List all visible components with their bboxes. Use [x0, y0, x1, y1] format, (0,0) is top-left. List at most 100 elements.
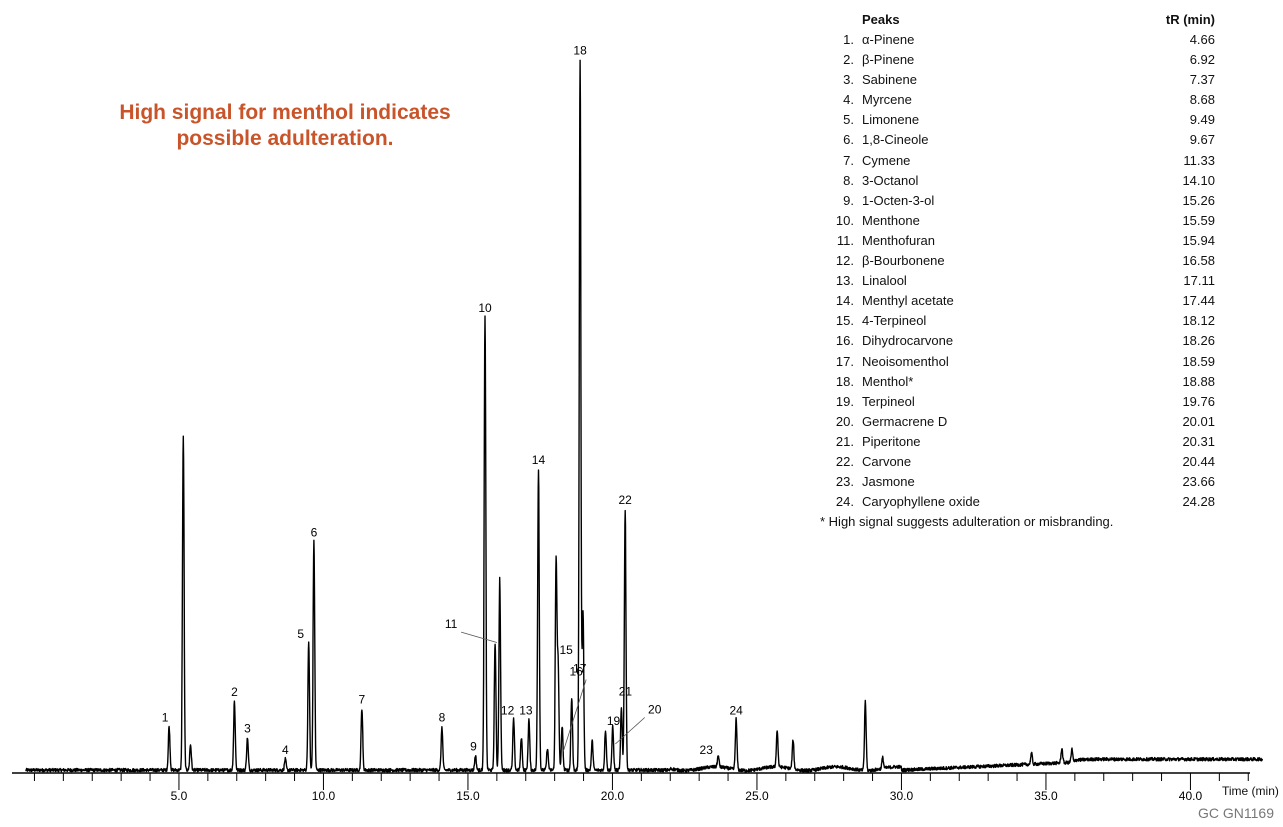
- legend-row: 24. Caryophyllene oxide 24.28: [820, 492, 1220, 512]
- legend-peak-number: 11.: [836, 232, 854, 248]
- legend-compound-name: α-Pinene: [862, 32, 915, 47]
- legend-retention-time: 6.92: [1189, 52, 1215, 68]
- legend-row: 1. α-Pinene 4.66: [820, 30, 1220, 50]
- peak-label: 1: [162, 711, 169, 725]
- legend-compound-name: Cymene: [862, 152, 911, 168]
- legend-compound-name: Dihydrocarvone: [862, 333, 954, 349]
- peak-label: 9: [470, 740, 477, 754]
- chromatogram-trace: [25, 59, 1264, 773]
- legend-row: 2. β-Pinene 6.92: [820, 50, 1220, 70]
- peak-label: 8: [439, 711, 446, 725]
- legend-row: 17. Neoisomenthol 18.59: [820, 352, 1220, 372]
- legend-retention-time: 18.26: [1182, 333, 1215, 349]
- peak-label: 19: [607, 714, 621, 728]
- legend-peak-number: 16.: [835, 333, 854, 349]
- peak-label: 21: [619, 684, 633, 698]
- legend-compound-name: Terpineol: [862, 393, 915, 409]
- legend-row: 7. Cymene 11.33: [820, 151, 1220, 171]
- legend-compound-name: β-Pinene: [862, 52, 915, 68]
- legend-retention-time: 17.44: [1182, 293, 1215, 309]
- peak-label: 18: [573, 44, 587, 58]
- x-tick-label: 35.0: [1034, 789, 1058, 803]
- legend-compound-name: Menthol*: [862, 373, 914, 389]
- legend-row: 4. Myrcene 8.68: [820, 90, 1220, 110]
- legend-peak-number: 20.: [835, 413, 854, 429]
- legend-retention-time: 18.59: [1182, 353, 1215, 369]
- legend-retention-time: 20.01: [1182, 413, 1215, 429]
- peak-label: 20: [648, 703, 662, 717]
- legend-compound-name: 1-Octen-3-ol: [862, 192, 935, 208]
- legend-peak-number: 12.: [835, 253, 854, 269]
- x-tick-label: 15.0: [456, 789, 480, 803]
- peaks-legend: Peaks tR (min) 1. α-Pinene 4.66 2. β-Pinene 6…: [820, 10, 1220, 529]
- legend-row: 13. Linalool 17.11: [820, 271, 1220, 291]
- legend-peak-number: 15.: [835, 313, 854, 329]
- legend-compound-name: Carvone: [862, 453, 912, 469]
- legend-row: 8. 3-Octanol 14.10: [820, 171, 1220, 191]
- legend-compound-name: Neoisomenthol: [862, 353, 949, 369]
- legend-retention-time: 15.26: [1182, 192, 1215, 208]
- legend-row: 21. Piperitone 20.31: [820, 432, 1220, 452]
- legend-retention-time: 23.66: [1182, 474, 1215, 490]
- legend-peak-number: 7.: [843, 152, 854, 168]
- peak-leader-line: [562, 679, 587, 752]
- peak-label: 6: [311, 526, 318, 540]
- legend-peak-number: 10.: [835, 212, 854, 228]
- legend-retention-time: 18.88: [1182, 373, 1215, 389]
- legend-compound-name: 1,8-Cineole: [862, 132, 929, 148]
- x-axis: 5.0 10.0 15.0 20.0 25.0 30.0 35.0 40.0: [12, 772, 1250, 803]
- legend-peak-number: 22.: [835, 453, 854, 469]
- peak-label: 24: [729, 703, 743, 717]
- legend-compound-name: Menthyl acetate: [862, 293, 954, 309]
- legend-peak-number: 17.: [835, 353, 854, 369]
- legend-row: 16. Dihydrocarvone 18.26: [820, 331, 1220, 351]
- adulteration-annotation: High signal for menthol indicates possib…: [60, 100, 510, 152]
- legend-retention-time: 4.66: [1189, 32, 1215, 47]
- legend-row: 15. 4-Terpineol 18.12: [820, 311, 1220, 331]
- peak-leader-line: [615, 717, 646, 745]
- legend-compound-name: Menthone: [862, 212, 920, 228]
- x-tick-label: 30.0: [890, 789, 914, 803]
- x-tick-label: 10.0: [312, 789, 336, 803]
- legend-peak-number: 9.: [843, 192, 854, 208]
- peak-label: 22: [618, 493, 632, 507]
- peak-label: 4: [282, 743, 289, 757]
- legend-footnote: * High signal suggests adulteration or m…: [820, 514, 1114, 530]
- legend-rows: 1. α-Pinene 4.66 2. β-Pinene 6.92 3. Sabinene 7.…: [820, 30, 1220, 512]
- annotation-line-1: High signal for menthol indicates: [119, 101, 451, 124]
- legend-compound-name: Germacrene D: [862, 413, 948, 429]
- legend-row: 12. β-Bourbonene 16.58: [820, 251, 1220, 271]
- legend-retention-time: 15.94: [1182, 232, 1215, 248]
- legend-peak-number: 18.: [835, 373, 854, 389]
- peak-label: 3: [244, 721, 251, 735]
- legend-compound-name: 4-Terpineol: [862, 313, 927, 329]
- legend-retention-time: 24.28: [1182, 494, 1215, 510]
- peak-label: 17: [573, 662, 587, 676]
- legend-peak-number: 14.: [835, 293, 854, 309]
- x-tick-label: 20.0: [601, 789, 625, 803]
- legend-row: 19. Terpineol 19.76: [820, 392, 1220, 412]
- legend-header-name: Peaks: [862, 12, 900, 27]
- legend-peak-number: 2.: [843, 52, 854, 68]
- legend-compound-name: Sabinene: [862, 72, 917, 88]
- legend-compound-name: Caryophyllene oxide: [862, 494, 980, 510]
- legend-peak-number: 5.: [843, 112, 854, 128]
- legend-peak-number: 4.: [843, 92, 854, 108]
- peak-label: 7: [359, 692, 366, 706]
- legend-retention-time: 20.31: [1182, 433, 1215, 449]
- legend-peak-number: 6.: [843, 132, 854, 148]
- x-tick-label: 25.0: [745, 789, 769, 803]
- legend-retention-time: 19.76: [1182, 393, 1215, 409]
- legend-compound-name: Piperitone: [862, 433, 921, 449]
- x-tick-label: 5.0: [171, 789, 188, 803]
- legend-compound-name: Linalool: [862, 273, 907, 289]
- legend-peak-number: 3.: [843, 72, 854, 88]
- legend-retention-time: 9.67: [1189, 132, 1215, 148]
- x-axis-label: Time (min): [1222, 784, 1279, 798]
- peak-label: 10: [478, 301, 492, 315]
- peak-label: 11: [445, 617, 458, 631]
- legend-row: 20. Germacrene D 20.01: [820, 412, 1220, 432]
- legend-compound-name: Menthofuran: [862, 232, 935, 248]
- legend-retention-time: 7.37: [1189, 72, 1215, 88]
